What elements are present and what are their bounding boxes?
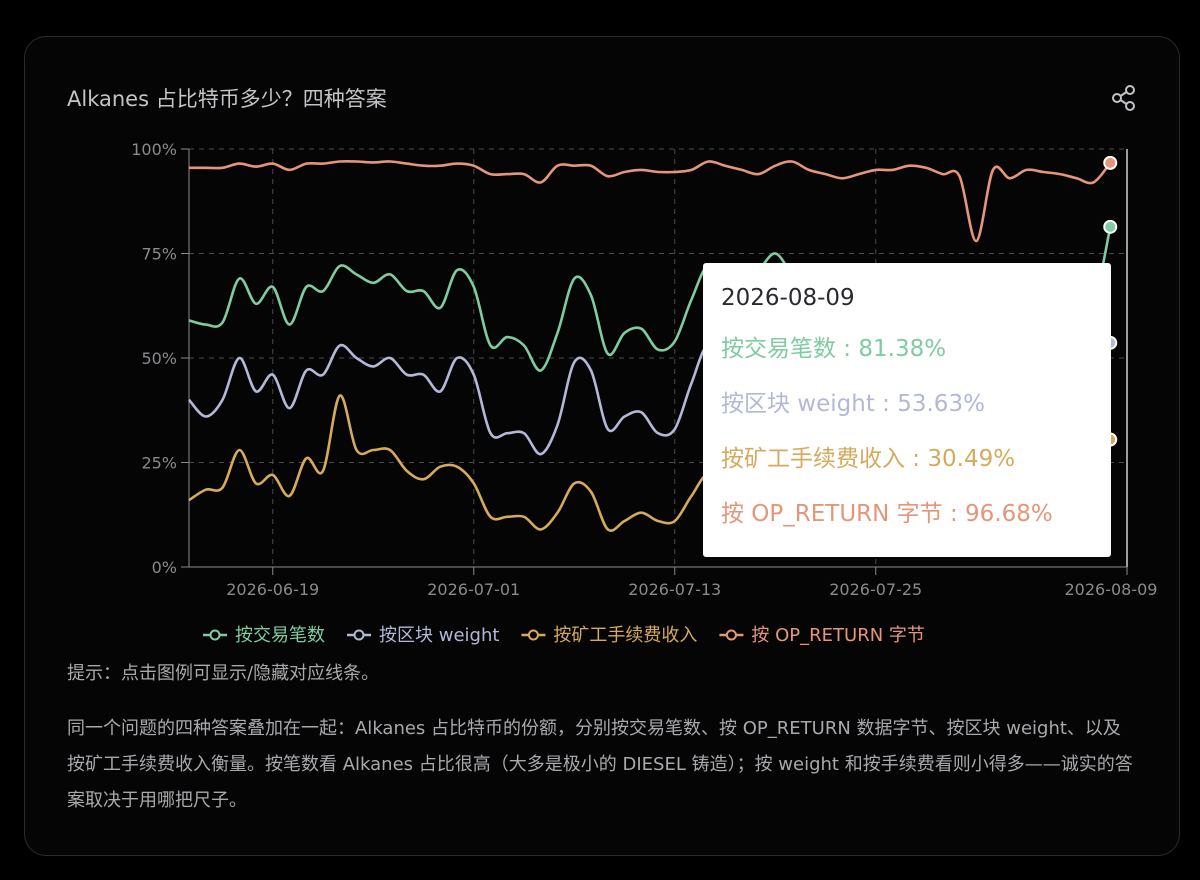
y-tick-label: 100% — [131, 140, 177, 159]
tooltip-row-tx-count: 按交易笔数 : 81.38% — [721, 336, 947, 362]
x-tick-label: 2026-07-01 — [427, 580, 520, 599]
legend-label: 按 OP_RETURN 字节 — [751, 625, 925, 646]
tooltip: 2026-08-09 按交易笔数 : 81.38% 按区块 weight : 5… — [703, 263, 1111, 557]
x-tick-label: 2026-07-25 — [829, 580, 922, 599]
legend-swatch-marker — [353, 629, 365, 641]
chart-title: Alkanes 占比特币多少？四种答案 — [67, 87, 387, 111]
tooltip-row-opreturn: 按 OP_RETURN 字节 : 96.68% — [721, 501, 1053, 527]
x-tick-label: 2026-08-09 — [1065, 580, 1158, 599]
legend-label: 按区块 weight — [379, 625, 499, 646]
x-tick-label: 2026-07-13 — [628, 580, 721, 599]
series-endpoint-3 — [1103, 155, 1118, 170]
axes: 0% 25% 50% 75% 100% 2026-06-19 2026-07-01 2026-… — [131, 140, 1157, 599]
share-icon[interactable] — [1109, 83, 1139, 113]
legend-label: 按交易笔数 — [235, 625, 325, 646]
y-tick-label: 0% — [152, 558, 177, 577]
tooltip-row-fees: 按矿工手续费收入 : 30.49% — [721, 446, 1016, 472]
y-tick-label: 25% — [141, 454, 177, 473]
series-line-3 — [189, 160, 1112, 243]
y-tick-label: 75% — [141, 245, 177, 264]
legend-swatch-marker — [209, 629, 221, 641]
legend-swatch-marker — [725, 629, 737, 641]
chart-card: Alkanes 占比特币多少？四种答案 0% 25% 50% 75% 100% 2026-… — [24, 36, 1180, 856]
legend-item-0[interactable]: 按交易笔数 — [203, 625, 325, 646]
legend-item-2[interactable]: 按矿工手续费收入 — [521, 625, 697, 646]
chart-description: 同一个问题的四种答案叠加在一起：Alkanes 占比特币的份额，分别按交易笔数、… — [67, 718, 1133, 811]
legend-item-1[interactable]: 按区块 weight — [347, 625, 499, 646]
legend-item-3[interactable]: 按 OP_RETURN 字节 — [719, 625, 925, 646]
tooltip-row-weight: 按区块 weight : 53.63% — [721, 391, 985, 417]
legend-swatch-marker — [527, 629, 539, 641]
legend-hint: 提示：点击图例可显示/隐藏对应线条。 — [67, 663, 380, 684]
series-endpoint-0 — [1103, 219, 1118, 234]
x-tick-label: 2026-06-19 — [226, 580, 319, 599]
legend[interactable]: 按交易笔数 按区块 weight 按矿工手续费收入 按 OP_RETURN 字节 — [203, 625, 925, 646]
legend-label: 按矿工手续费收入 — [553, 625, 697, 646]
tooltip-date: 2026-08-09 — [721, 285, 855, 311]
y-tick-label: 50% — [141, 349, 177, 368]
